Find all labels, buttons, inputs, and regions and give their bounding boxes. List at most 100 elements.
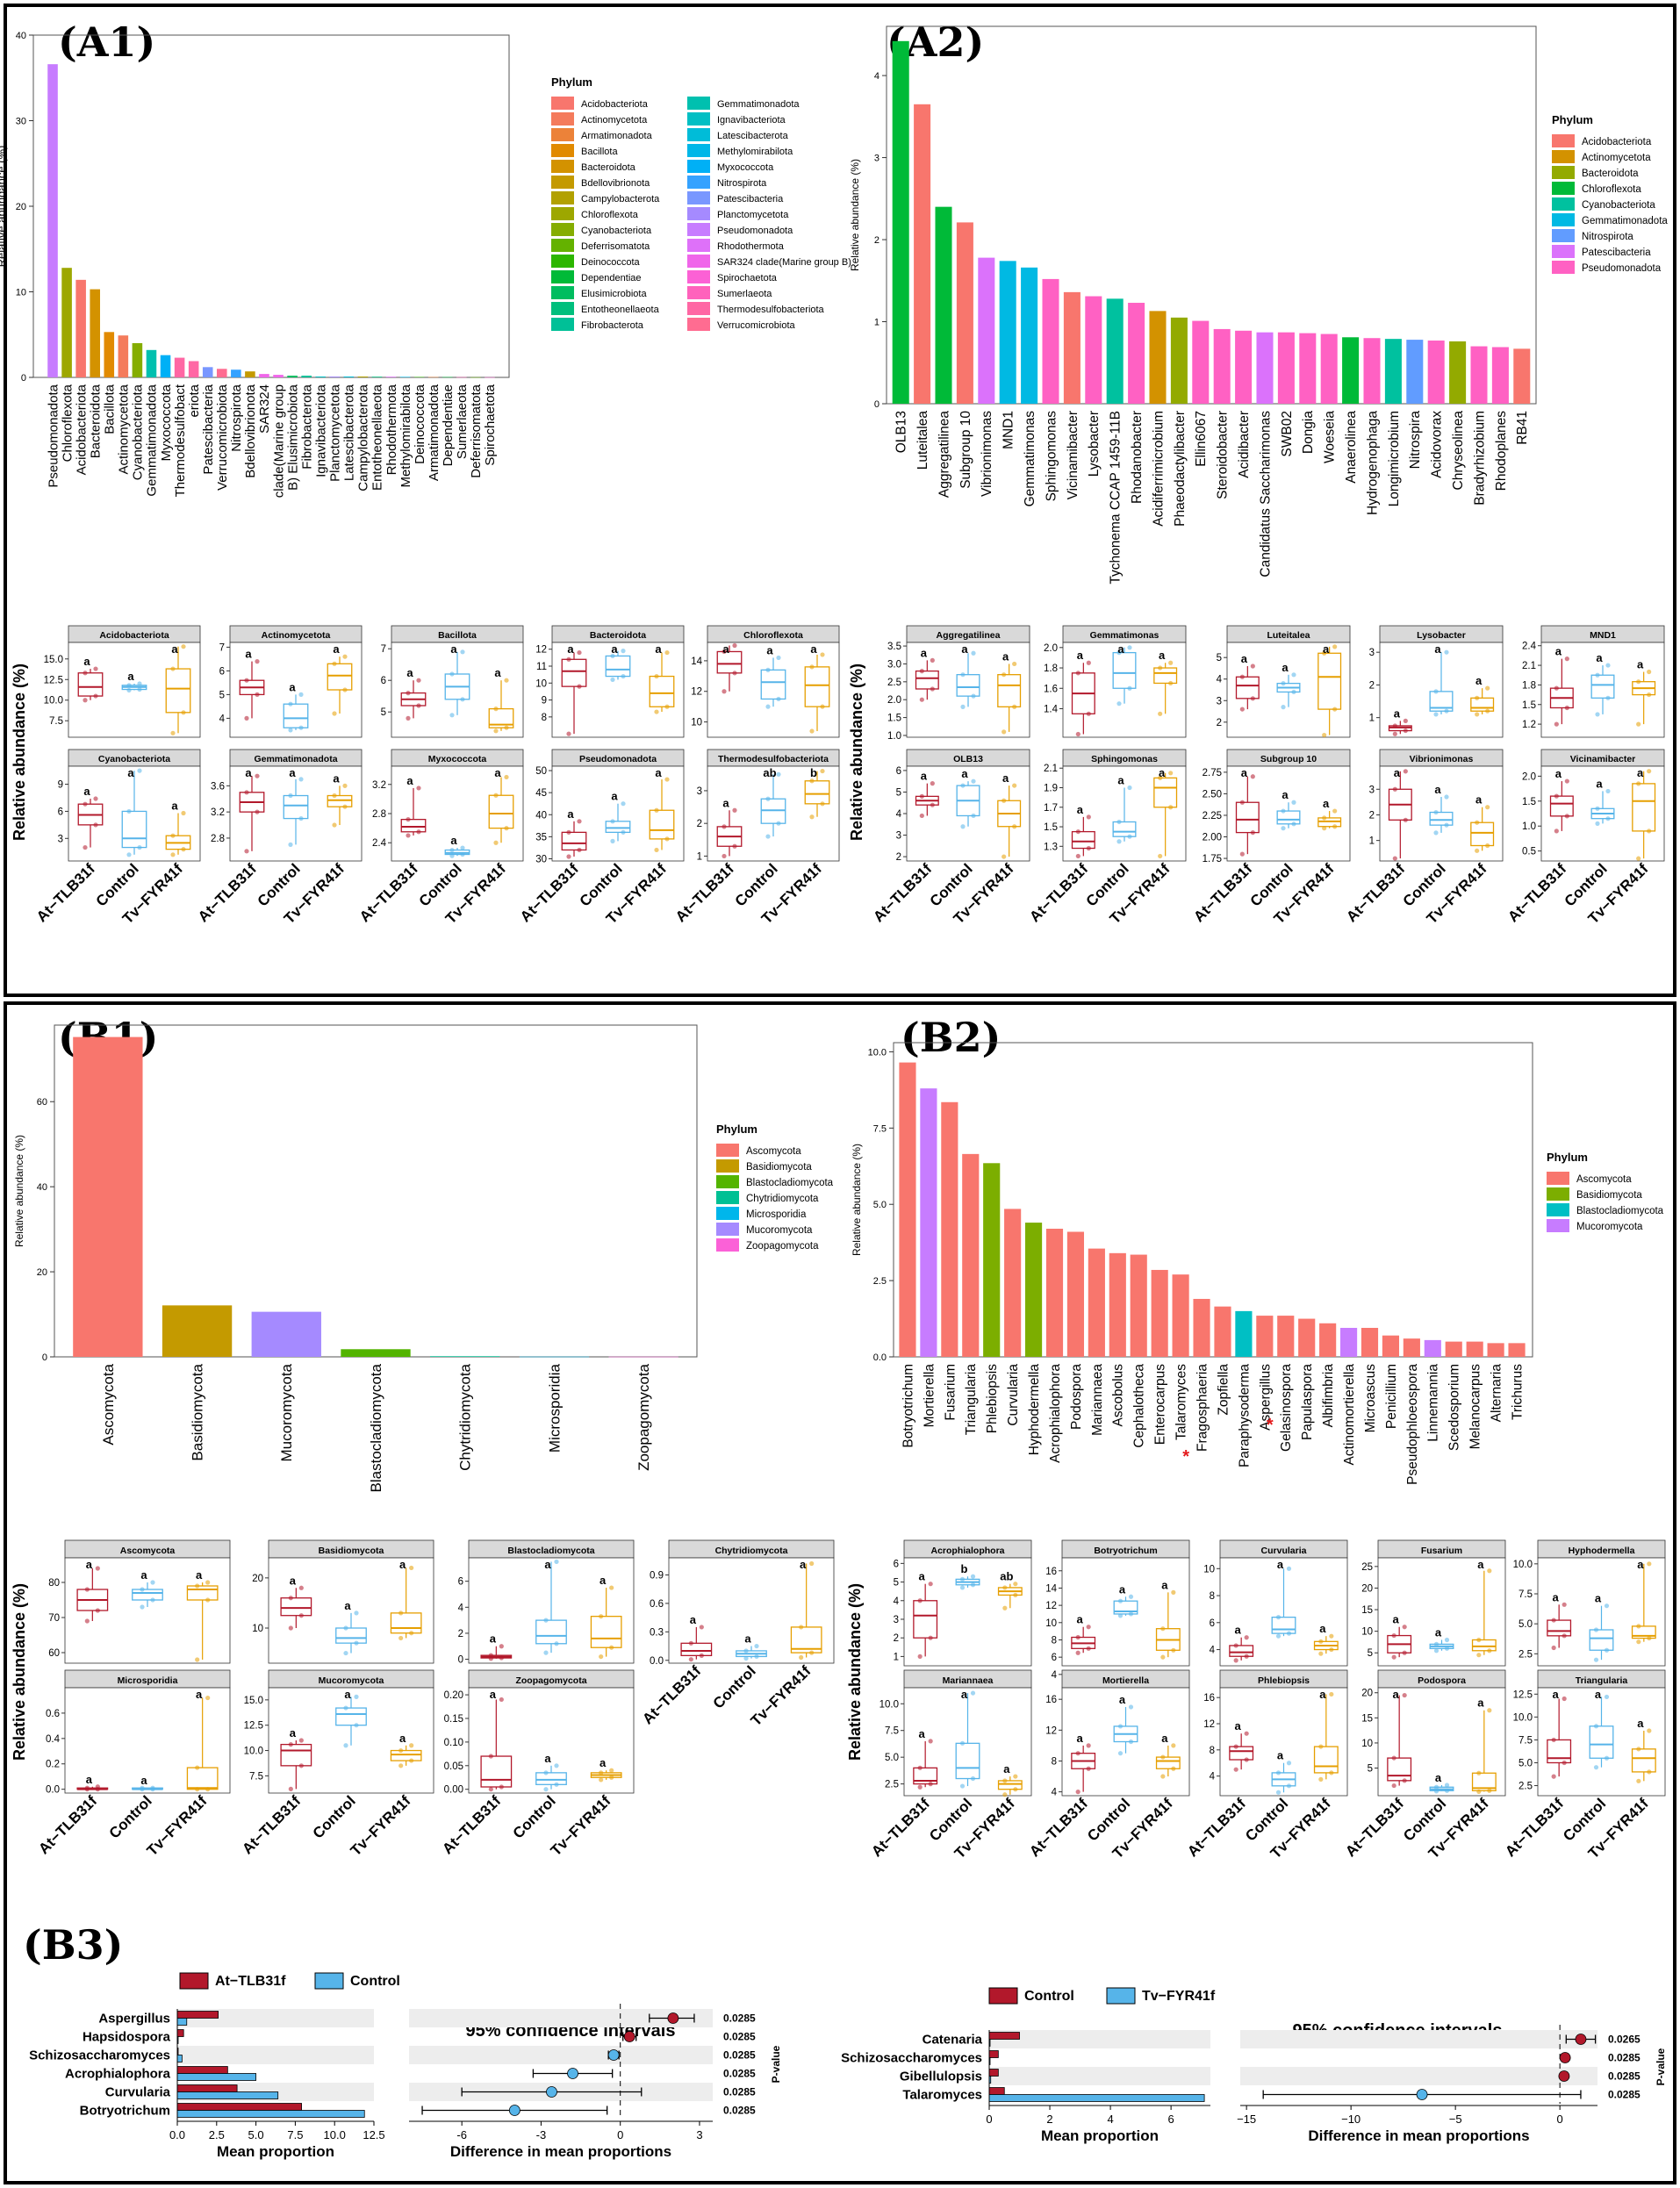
data-point (1002, 798, 1007, 803)
data-point (930, 802, 935, 807)
data-point (1244, 1731, 1249, 1736)
data-point (1403, 769, 1408, 774)
facet-title: Actinomycetota (262, 630, 331, 641)
legend-swatch (551, 112, 574, 126)
data-point (1475, 712, 1480, 717)
mean-bar-group2 (176, 2091, 279, 2099)
data-point (776, 771, 781, 777)
y-tick-label: 5.0 (1518, 1619, 1533, 1630)
data-point (654, 847, 659, 853)
bar-melanocarpus (1466, 1341, 1483, 1357)
legend-swatch (687, 207, 710, 220)
legend-label: Elusimicrobiota (581, 289, 647, 299)
data-point (599, 1777, 604, 1783)
y-axis-label: Relative abundance (%) (11, 664, 28, 841)
y-tick-label: 1.75 (1203, 854, 1222, 864)
extended-error-bar-b3-right: 95% confidence intervalsControlTv−FYR41f… (841, 1987, 1667, 2144)
data-point (1168, 805, 1174, 810)
x-tick-label: Microascus (1363, 1364, 1378, 1433)
data-point (959, 1740, 966, 1746)
box (280, 1743, 312, 1767)
legend-swatch (687, 302, 710, 315)
data-point (140, 1604, 145, 1610)
data-point (205, 1695, 211, 1701)
bar-curvularia (1004, 1209, 1022, 1357)
plot-area (893, 1042, 1533, 1358)
data-point (765, 704, 771, 709)
data-point (970, 1574, 976, 1579)
significance-letter: a (290, 1574, 297, 1587)
significance-letter: a (1637, 1717, 1644, 1730)
bar-phlebiopsis (983, 1163, 1001, 1357)
data-point (1605, 816, 1611, 821)
x-tick-label: 2.5 (209, 2128, 225, 2141)
bar-patescibacteria (202, 367, 213, 377)
data-point (1244, 1757, 1249, 1762)
y-tick-label: 6 (894, 1559, 899, 1569)
facet-title: Luteitalea (1267, 630, 1310, 641)
data-point (1444, 822, 1449, 828)
data-point (137, 681, 142, 686)
bar-pseudomonadota (47, 64, 58, 378)
data-point (1075, 829, 1081, 835)
significance-letter: a (1555, 767, 1562, 780)
legend-swatch (314, 1972, 344, 1990)
y-tick-label: 80 (48, 1578, 60, 1589)
box (590, 1616, 622, 1648)
box (1229, 1645, 1254, 1657)
y-tick-label: 0.0 (46, 1785, 60, 1796)
x-tick-label: Acidibacter (1237, 411, 1252, 478)
bar-blastocladiomycota (341, 1349, 411, 1357)
data-point (1554, 685, 1559, 691)
box (1387, 1757, 1412, 1782)
data-point (1562, 1760, 1567, 1766)
y-tick-label: 2.5 (885, 1780, 899, 1790)
p-value: 0.0285 (723, 2049, 756, 2062)
data-point (93, 666, 98, 671)
bar-hyphodermella (1024, 1223, 1043, 1357)
data-point (298, 777, 304, 782)
x-tick-label: Phaeodactylibacter (1173, 411, 1188, 527)
data-point (1250, 664, 1255, 669)
y-tick-label: 2.25 (1203, 811, 1222, 821)
bar-linnemannia (1424, 1339, 1441, 1357)
data-point (1275, 1615, 1282, 1620)
data-point (504, 678, 509, 683)
significance-letter: a (599, 1574, 607, 1587)
data-point (664, 836, 670, 842)
bar-verrucomicrobiota (216, 369, 227, 377)
data-point (449, 853, 455, 858)
data-point (1636, 856, 1641, 861)
data-point (398, 1635, 404, 1641)
legend-label: Pseudomonadota (717, 226, 793, 236)
data-point (1605, 663, 1611, 668)
row-stripe (177, 2046, 374, 2064)
y-axis-label: Relative abundance (%) (846, 1583, 864, 1761)
data-point (298, 815, 304, 821)
significance-letter: a (494, 766, 501, 779)
difference-point (607, 2049, 620, 2061)
data-point (1444, 1783, 1450, 1788)
x-tick-label: Phlebiopsis (985, 1364, 1000, 1434)
data-point (343, 1743, 348, 1748)
data-point (150, 1597, 155, 1603)
y-tick-label: 3.5 (887, 642, 901, 652)
row-stripe (1240, 2030, 1597, 2048)
legend-swatch (551, 176, 574, 189)
y-tick-label: 45 (535, 788, 547, 799)
data-point (543, 1787, 549, 1792)
y-tick-label: 3.2 (211, 807, 225, 818)
data-point (1002, 1585, 1008, 1590)
facet-title: Ascomycota (120, 1546, 176, 1556)
bar-actinomycetota (118, 335, 129, 377)
y-tick-label: 10 (252, 1624, 263, 1634)
bar-acidovorax (1427, 341, 1445, 404)
x-tick-label: SAR324 (257, 384, 272, 434)
y-tick-label: 2.00 (1203, 833, 1222, 843)
significance-letter: a (611, 790, 618, 803)
significance-letter: a (399, 1558, 406, 1571)
data-point (621, 829, 626, 835)
significance-letter: a (1119, 1582, 1126, 1596)
y-tick-label: 5 (381, 707, 386, 718)
x-tick-label: Longimicrobium (1387, 411, 1402, 506)
